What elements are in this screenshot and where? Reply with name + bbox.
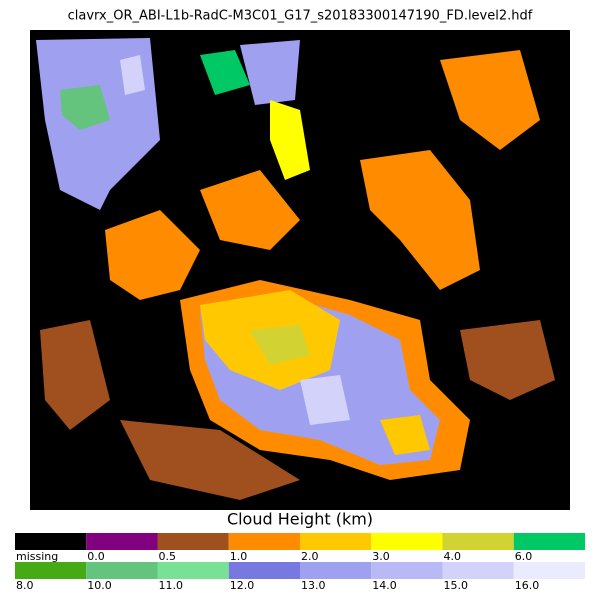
colorbar-swatch	[157, 562, 229, 579]
colorbar-label: 14.0	[372, 579, 397, 592]
colorbar-swatch	[157, 533, 229, 550]
colorbar-label: 2.0	[301, 550, 319, 563]
cloud-image	[30, 30, 570, 510]
colorbar-label: missing	[16, 550, 58, 563]
colorbar-swatch	[228, 562, 300, 579]
colorbar-label: 8.0	[16, 579, 34, 592]
map-title: clavrx_OR_ABI-L1b-RadC-M3C01_G17_s201833…	[68, 9, 533, 24]
colorbar: missing 0.0 0.5 1.0 2.0 3.0 4.0 6.0 8.0 10.0 11.0 1…	[15, 533, 585, 592]
colorbar-label: 6.0	[515, 550, 533, 563]
colorbar-label: 13.0	[301, 579, 326, 592]
colorbar-label: 12.0	[230, 579, 255, 592]
colorbar-swatch	[300, 533, 372, 550]
colorbar-label: 0.5	[159, 550, 177, 563]
colorbar-swatch	[371, 562, 443, 579]
colorbar-swatch	[442, 562, 514, 579]
colorbar-label: 4.0	[444, 550, 462, 563]
colorbar-swatch	[86, 562, 158, 579]
colorbar-swatch	[15, 533, 87, 550]
colorbar-label: 11.0	[159, 579, 184, 592]
colorbar-label: 16.0	[515, 579, 540, 592]
colorbar-label: 15.0	[444, 579, 469, 592]
colorbar-swatch	[513, 562, 585, 579]
colorbar-title: Cloud Height (km)	[227, 510, 373, 529]
colorbar-label: 1.0	[230, 550, 248, 563]
colorbar-swatch	[228, 533, 300, 550]
colorbar-swatch	[86, 533, 158, 550]
colorbar-label: 10.0	[87, 579, 112, 592]
colorbar-swatch	[371, 533, 443, 550]
colorbar-swatch	[300, 562, 372, 579]
colorbar-label: 0.0	[87, 550, 105, 563]
colorbar-swatch	[15, 562, 87, 579]
colorbar-swatch	[442, 533, 514, 550]
colorbar-swatch	[513, 533, 585, 550]
colorbar-label: 3.0	[372, 550, 390, 563]
